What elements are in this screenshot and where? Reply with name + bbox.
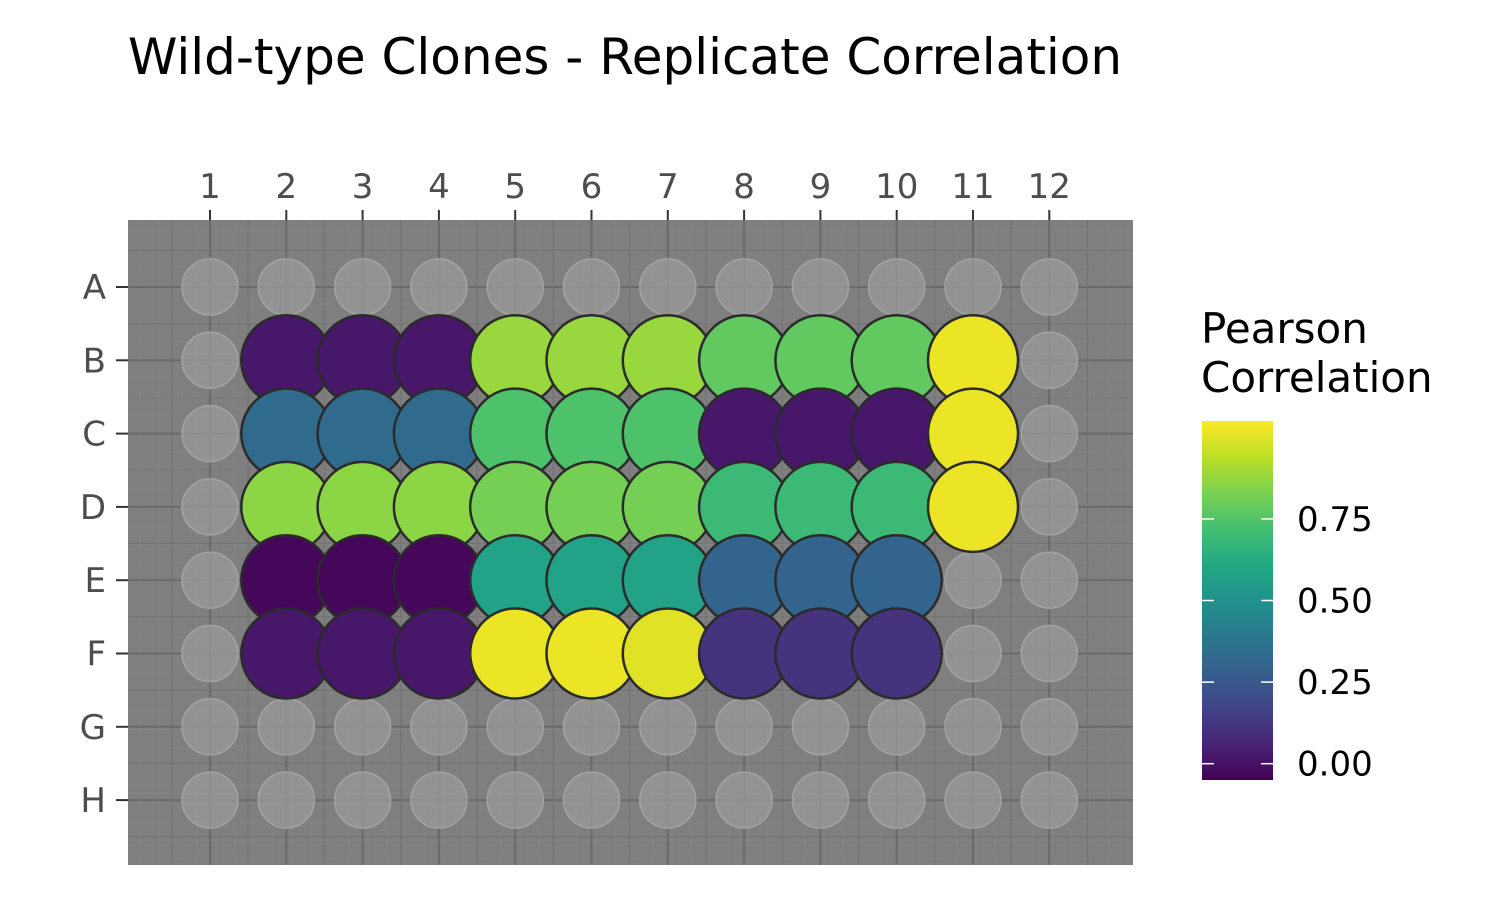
empty-well-H4 [410, 771, 468, 829]
empty-well-H8 [715, 771, 773, 829]
legend-title-line-1: Pearson [1201, 304, 1368, 353]
empty-well-B1 [181, 331, 239, 390]
x-tick-label-2: 2 [275, 167, 297, 207]
empty-well-H3 [333, 771, 392, 829]
x-tick-label-1: 1 [199, 167, 221, 207]
y-tick-label-D: D [80, 488, 106, 528]
empty-well-A10 [867, 258, 926, 316]
empty-well-E12 [1020, 551, 1079, 609]
empty-well-A9 [791, 258, 850, 316]
empty-well-E1 [181, 551, 239, 609]
empty-well-A5 [486, 258, 544, 316]
empty-well-G4 [410, 698, 468, 756]
y-tick-label-E: E [85, 561, 106, 601]
x-tick-label-11: 11 [951, 167, 994, 207]
x-tick-label-3: 3 [352, 167, 374, 207]
y-tick-label-C: C [82, 415, 106, 455]
empty-well-G9 [791, 698, 850, 756]
empty-well-G1 [181, 698, 239, 756]
x-axis-top: 1 2 3 4 5 6 7 8 9 10 11 12 [199, 167, 1071, 220]
empty-well-G7 [639, 698, 697, 756]
empty-well-H12 [1020, 771, 1079, 829]
x-tick-label-6: 6 [581, 167, 603, 207]
empty-well-F11 [944, 624, 1002, 683]
well-D11 [926, 460, 1020, 554]
x-tick-label-12: 12 [1028, 167, 1071, 207]
wells-layer [181, 258, 1079, 829]
legend-tick-label: 0.75 [1297, 500, 1373, 540]
empty-well-H11 [944, 771, 1002, 829]
empty-well-A4 [410, 258, 468, 316]
x-tick-label-9: 9 [810, 167, 832, 207]
empty-well-G6 [562, 698, 621, 756]
y-tick-label-H: H [80, 781, 106, 821]
empty-well-G2 [257, 698, 316, 756]
empty-well-E11 [944, 551, 1002, 609]
empty-well-F1 [181, 624, 239, 683]
y-tick-label-F: F [86, 635, 106, 675]
x-tick-label-5: 5 [504, 167, 526, 207]
empty-well-A8 [715, 258, 773, 316]
empty-well-H1 [181, 771, 239, 829]
empty-well-D1 [181, 478, 239, 536]
empty-well-G10 [867, 698, 926, 756]
empty-well-G12 [1020, 698, 1079, 756]
empty-well-A3 [333, 258, 392, 316]
empty-well-H9 [791, 771, 850, 829]
empty-well-H2 [257, 771, 316, 829]
empty-well-G11 [944, 698, 1002, 756]
empty-well-A11 [944, 258, 1002, 316]
empty-well-A7 [639, 258, 697, 316]
empty-well-G5 [486, 698, 544, 756]
empty-well-H6 [562, 771, 621, 829]
legend-tick-label: 0.50 [1297, 582, 1373, 622]
x-tick-label-7: 7 [657, 167, 679, 207]
empty-well-A6 [562, 258, 621, 316]
empty-well-B12 [1020, 331, 1079, 390]
x-tick-label-10: 10 [875, 167, 918, 207]
legend-tick-label: 0.00 [1297, 745, 1373, 785]
y-tick-label-B: B [83, 341, 106, 381]
x-tick-label-4: 4 [428, 167, 450, 207]
empty-well-A1 [181, 258, 239, 316]
well-F10 [850, 607, 943, 700]
x-tick-label-8: 8 [733, 167, 755, 207]
empty-well-H5 [486, 771, 544, 829]
legend-tick-label: 0.25 [1297, 663, 1373, 703]
empty-well-G8 [715, 698, 773, 756]
empty-well-H10 [867, 771, 926, 829]
empty-well-C12 [1020, 404, 1079, 463]
empty-well-D12 [1020, 478, 1079, 536]
empty-well-G3 [333, 698, 392, 756]
legend-title-line-2: Correlation [1201, 353, 1433, 402]
empty-well-A2 [257, 258, 316, 316]
y-tick-label-G: G [80, 708, 106, 748]
empty-well-H7 [639, 771, 697, 829]
y-tick-label-A: A [83, 268, 106, 308]
empty-well-F12 [1020, 624, 1079, 683]
chart-title: Wild-type Clones - Replicate Correlation [128, 28, 1122, 86]
empty-well-C1 [181, 404, 239, 463]
empty-well-A12 [1020, 258, 1079, 316]
